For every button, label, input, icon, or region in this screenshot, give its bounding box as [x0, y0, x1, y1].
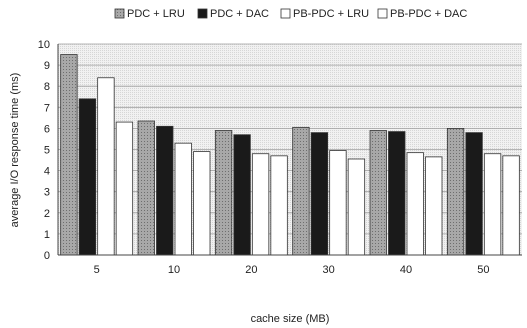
- y-tick-label: 5: [44, 145, 50, 157]
- y-tick-label: 3: [44, 187, 50, 199]
- y-axis-label: average I/O response time (ms): [9, 73, 21, 228]
- bar-pdc-dac-30: [310, 132, 329, 256]
- bar-pb-pdc-lru-40: [406, 152, 424, 256]
- bar-pb-pdc-dac-30: [347, 158, 366, 256]
- bar-pdc-lru-5: [60, 54, 78, 256]
- y-tick-label: 7: [44, 102, 50, 114]
- y-tick-label: 9: [44, 60, 50, 72]
- x-tick-labels: 5 10 20 30 40 50: [94, 264, 490, 276]
- bar-pb-pdc-lru-5: [97, 77, 115, 256]
- bar-pb-pdc-lru-20: [251, 153, 270, 256]
- bar-pdc-dac-5: [78, 98, 97, 256]
- y-tick-label: 10: [38, 39, 50, 51]
- bar-pdc-lru-30: [292, 126, 310, 256]
- y-tick-label: 8: [44, 81, 50, 93]
- bar-pb-pdc-dac-40: [425, 156, 443, 256]
- bar-pb-pdc-dac-5: [115, 121, 134, 256]
- x-tick-label: 50: [477, 264, 489, 276]
- legend-swatch: [197, 8, 208, 19]
- y-tick-label: 2: [44, 208, 50, 220]
- y-tick-label: 0: [44, 250, 50, 262]
- legend-label: PDC + LRU: [127, 8, 185, 20]
- bar-pdc-lru-10: [137, 120, 155, 256]
- legend-swatch: [114, 8, 125, 19]
- bar-pb-pdc-lru-30: [329, 150, 347, 256]
- bar-pdc-lru-40: [369, 130, 387, 256]
- bar-pdc-dac-50: [465, 132, 483, 256]
- bars: [60, 54, 520, 256]
- bar-pb-pdc-lru-50: [483, 153, 502, 256]
- bar-pdc-dac-20: [233, 134, 251, 256]
- bar-pdc-dac-40: [388, 131, 406, 256]
- bar-pb-pdc-lru-10: [174, 142, 192, 256]
- x-tick-label: 30: [323, 264, 335, 276]
- x-tick-label: 5: [94, 264, 100, 276]
- bar-pb-pdc-dac-10: [193, 151, 211, 256]
- legend-label: PB-PDC + DAC: [390, 8, 467, 20]
- legend-swatch: [280, 8, 291, 19]
- legend-label: PDC + DAC: [210, 8, 269, 20]
- x-tick-label: 10: [168, 264, 180, 276]
- x-tick-label: 20: [245, 264, 257, 276]
- y-tick-label: 6: [44, 123, 50, 135]
- legend-swatch: [377, 8, 388, 19]
- y-tick-label: 1: [44, 229, 50, 241]
- x-tick-label: 40: [400, 264, 412, 276]
- x-axis-label: cache size (MB): [251, 313, 330, 325]
- bar-pdc-lru-50: [446, 127, 465, 256]
- bar-pdc-dac-10: [156, 125, 174, 256]
- bar-pdc-lru-20: [214, 130, 233, 256]
- gridlines: [58, 43, 522, 235]
- bar-pb-pdc-dac-50: [502, 155, 520, 256]
- legend-label: PB-PDC + LRU: [293, 8, 369, 20]
- legend: PDC + LRU PDC + DAC PB-PDC + LRU PB-PDC + D…: [114, 8, 467, 20]
- y-tick-label: 4: [44, 166, 50, 178]
- bar-pb-pdc-dac-20: [270, 155, 288, 256]
- y-tick-labels: 0 1 2 3 4 5 6 7 8 9 10: [38, 39, 50, 262]
